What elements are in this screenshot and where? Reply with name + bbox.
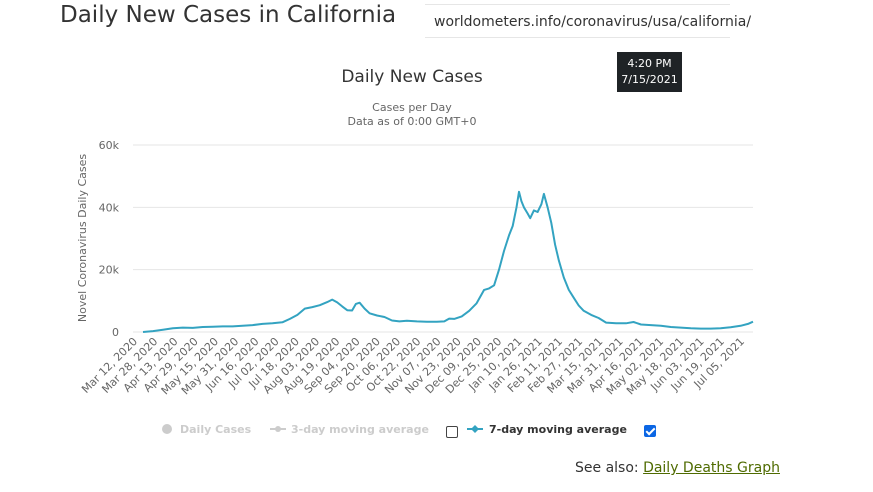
legend: Daily Cases 3-day moving average 7-day m… (162, 423, 627, 436)
y-tick-label: 40k (99, 201, 120, 214)
legend-marker-7-day (471, 425, 479, 433)
timestamp-badge: 4:20 PM 7/15/2021 (617, 52, 682, 92)
y-tick-label: 60k (99, 139, 120, 152)
url-text: worldometers.info/coronavirus/usa/califo… (434, 14, 752, 30)
y-tick-label: 0 (112, 326, 119, 339)
grid-lines (133, 144, 753, 333)
legend-marker-3-day (275, 426, 281, 432)
checkbox-3-day-average[interactable] (446, 426, 458, 438)
y-tick-labels: 0 20k 40k 60k (99, 139, 120, 339)
legend-item-7-day-average[interactable]: 7-day moving average (467, 423, 627, 436)
timestamp-time: 4:20 PM (627, 57, 672, 70)
legend-item-daily-cases[interactable]: Daily Cases (162, 423, 252, 436)
chart-title: Daily New Cases (341, 67, 483, 87)
page-title: Daily New Cases in California (60, 2, 397, 28)
legend-label-daily-cases: Daily Cases (180, 423, 252, 436)
series-group (142, 190, 754, 333)
chart-subtitle-line-2: Data as of 0:00 GMT+0 (348, 115, 477, 128)
timestamp-date: 7/15/2021 (621, 73, 678, 86)
legend-marker-daily-cases (162, 424, 172, 434)
y-axis-label: Novel Coronavirus Daily Cases (76, 154, 89, 322)
legend-item-3-day-average[interactable]: 3-day moving average (270, 423, 429, 436)
series-line-7-day-average (142, 190, 754, 333)
checkbox-7-day-average[interactable] (644, 425, 656, 437)
y-tick-label: 20k (99, 264, 120, 277)
url-bar: worldometers.info/coronavirus/usa/califo… (425, 4, 751, 38)
see-also-label: See also: (575, 460, 639, 476)
chart-subtitle-line-1: Cases per Day (372, 101, 452, 114)
legend-label-3-day: 3-day moving average (291, 423, 429, 436)
daily-deaths-graph-link[interactable]: Daily Deaths Graph (643, 460, 780, 476)
see-also: See also: Daily Deaths Graph (575, 460, 780, 476)
legend-label-7-day: 7-day moving average (489, 423, 627, 436)
